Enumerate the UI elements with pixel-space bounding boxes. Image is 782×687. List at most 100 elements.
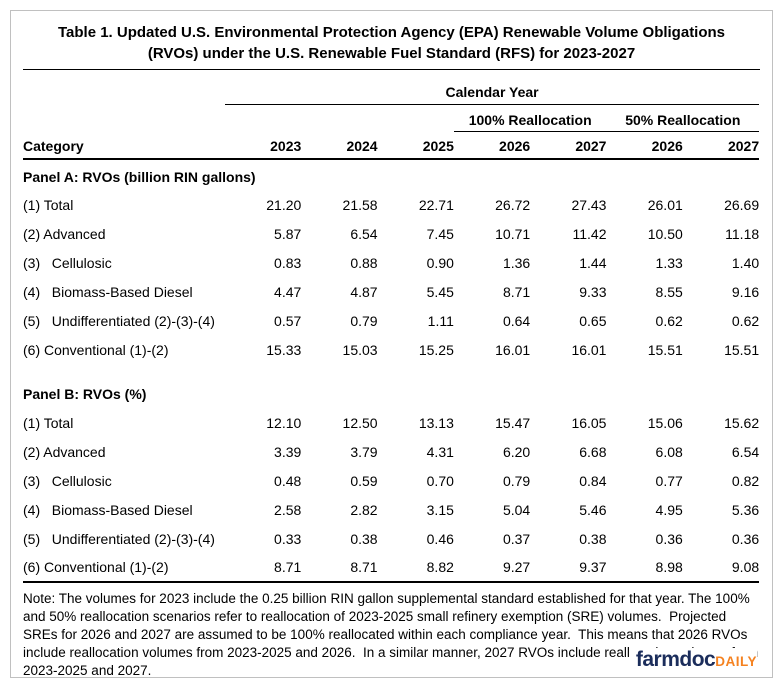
cell-value: 0.33 bbox=[274, 530, 302, 547]
cell-value: 0.38 bbox=[350, 530, 378, 547]
cell-value: 8.98 bbox=[606, 553, 683, 583]
cell-value: 8.82 bbox=[377, 553, 454, 583]
cell-value: 9.16 bbox=[731, 283, 760, 300]
table-row: (1) Total 12.10 12.50 13.13 15.47 16.05 15.06 1… bbox=[23, 408, 759, 437]
cell-value: 6.54 bbox=[350, 225, 378, 242]
cell-value: 4.87 bbox=[350, 283, 378, 300]
cell-value: 0.48 bbox=[274, 472, 302, 489]
cell-value: 9.27 bbox=[453, 553, 531, 583]
cell-value: 0.36 bbox=[655, 530, 683, 547]
cell-value: 1.44 bbox=[579, 254, 607, 271]
table-row: (3) Cellulosic 0.83 0.88 0.90 1.36 1.44 1.33 1.… bbox=[23, 248, 759, 277]
row-label: (6) Conventional (1)-(2) bbox=[23, 553, 225, 583]
farmdoc-daily-logo: farmdocDAILY bbox=[629, 648, 757, 672]
cell-value: 9.08 bbox=[682, 553, 760, 583]
row-label: (2) Advanced bbox=[23, 225, 106, 242]
cell-value: 5.36 bbox=[731, 501, 760, 518]
cell-value: 15.03 bbox=[342, 341, 378, 358]
logo-farmdoc: farmdoc bbox=[635, 648, 716, 671]
cell-value: 16.01 bbox=[495, 341, 531, 358]
cell-value: 0.84 bbox=[579, 472, 607, 489]
cell-value: 21.58 bbox=[342, 196, 378, 213]
cell-value: 11.42 bbox=[572, 225, 607, 242]
cell-value: 15.62 bbox=[724, 414, 760, 431]
cell-value: 0.70 bbox=[426, 472, 454, 489]
cell-value: 4.31 bbox=[426, 443, 454, 460]
cell-value: 8.55 bbox=[655, 283, 683, 300]
cell-value: 3.39 bbox=[274, 443, 302, 460]
cell-value: 9.33 bbox=[579, 283, 607, 300]
year-header-row: Category 2023 2024 2025 2026 2027 2026 2… bbox=[23, 131, 760, 160]
empty-cell bbox=[23, 104, 225, 131]
table-row: (3) Cellulosic 0.48 0.59 0.70 0.79 0.84 0.77 0.… bbox=[23, 466, 759, 495]
empty-cell bbox=[23, 70, 225, 104]
row-label: (1) Total bbox=[23, 414, 74, 431]
calendar-year-row: Calendar Year bbox=[23, 70, 760, 105]
cell-value: 6.20 bbox=[502, 443, 531, 460]
cell-value: 0.46 bbox=[426, 530, 454, 547]
year-header: 2027 bbox=[530, 131, 607, 160]
cell-value: 12.50 bbox=[342, 414, 378, 431]
cell-value: 3.15 bbox=[426, 501, 454, 518]
row-label: (3) Cellulosic bbox=[23, 254, 112, 271]
table-row: (2) Advanced 3.39 3.79 4.31 6.20 6.68 6.08 6.54 bbox=[23, 437, 759, 466]
cell-value: 0.57 bbox=[274, 312, 302, 329]
panel-heading-row: Panel B: RVOs (%) bbox=[23, 377, 759, 408]
row-label: (5) Undifferentiated (2)-(3)-(4) bbox=[23, 530, 215, 547]
reallocation-row: 100% Reallocation 50% Reallocation bbox=[23, 104, 760, 132]
row-label: (4) Biomass-Based Diesel bbox=[23, 501, 193, 518]
cell-value: 15.47 bbox=[495, 414, 531, 431]
cell-value: 1.36 bbox=[502, 254, 531, 271]
year-header: 2024 bbox=[301, 131, 378, 160]
cell-value: 0.90 bbox=[426, 254, 454, 271]
cell-value: 15.25 bbox=[418, 341, 454, 358]
cell-value: 0.62 bbox=[731, 312, 760, 329]
table-body: Panel A: RVOs (billion RIN gallons) (1) T… bbox=[23, 159, 760, 583]
cell-value: 15.51 bbox=[724, 341, 760, 358]
table-row: (5) Undifferentiated (2)-(3)-(4) 0.33 0.38… bbox=[23, 524, 759, 553]
cell-value: 15.51 bbox=[647, 341, 683, 358]
table-title: Table 1. Updated U.S. Environmental Prot… bbox=[57, 24, 726, 62]
empty-cell bbox=[225, 104, 454, 131]
year-header: 2026 bbox=[606, 131, 683, 160]
cell-value: 3.79 bbox=[350, 443, 378, 460]
cell-value: 8.71 bbox=[225, 553, 302, 583]
rvo-table: Calendar Year 100% Reallocation 50% Real… bbox=[23, 70, 760, 583]
cell-value: 1.11 bbox=[427, 312, 454, 329]
year-header: 2025 bbox=[377, 131, 454, 160]
cell-value: 10.71 bbox=[495, 225, 531, 242]
cell-value: 0.37 bbox=[502, 530, 531, 547]
cell-value: 6.08 bbox=[655, 443, 683, 460]
cell-value: 1.40 bbox=[731, 254, 760, 271]
cell-value: 0.79 bbox=[350, 312, 378, 329]
cell-value: 15.33 bbox=[266, 341, 302, 358]
cell-value: 4.95 bbox=[655, 501, 683, 518]
realloc-50-header: 50% Reallocation bbox=[606, 104, 760, 132]
cell-value: 6.68 bbox=[579, 443, 607, 460]
cell-value: 0.38 bbox=[579, 530, 607, 547]
cell-value: 10.50 bbox=[647, 225, 683, 242]
cell-value: 9.37 bbox=[530, 553, 607, 583]
cell-value: 0.83 bbox=[274, 254, 302, 271]
cell-value: 27.43 bbox=[571, 196, 607, 213]
year-header: 2026 bbox=[453, 131, 531, 160]
cell-value: 5.46 bbox=[579, 501, 607, 518]
cell-value: 5.87 bbox=[274, 225, 302, 242]
cell-value: 6.54 bbox=[731, 443, 760, 460]
panel-heading: Panel B: RVOs (%) bbox=[23, 386, 147, 402]
table-row: (4) Biomass-Based Diesel 4.47 4.87 5.45 8.71… bbox=[23, 277, 759, 306]
row-label: (4) Biomass-Based Diesel bbox=[23, 283, 193, 300]
title-block: Table 1. Updated U.S. Environmental Prot… bbox=[23, 22, 760, 70]
cell-value: 5.45 bbox=[426, 283, 454, 300]
cell-value: 26.01 bbox=[647, 196, 683, 213]
cell-value: 0.65 bbox=[579, 312, 607, 329]
year-header: 2027 bbox=[682, 131, 760, 160]
table-row: (4) Biomass-Based Diesel 2.58 2.82 3.15 5.04… bbox=[23, 495, 759, 524]
cell-value: 11.18 bbox=[725, 225, 760, 242]
cell-value: 15.06 bbox=[647, 414, 683, 431]
cell-value: 26.69 bbox=[724, 196, 760, 213]
cell-value: 0.82 bbox=[731, 472, 760, 489]
cell-value: 0.88 bbox=[350, 254, 378, 271]
panel-heading-row: Panel A: RVOs (billion RIN gallons) bbox=[23, 159, 759, 190]
